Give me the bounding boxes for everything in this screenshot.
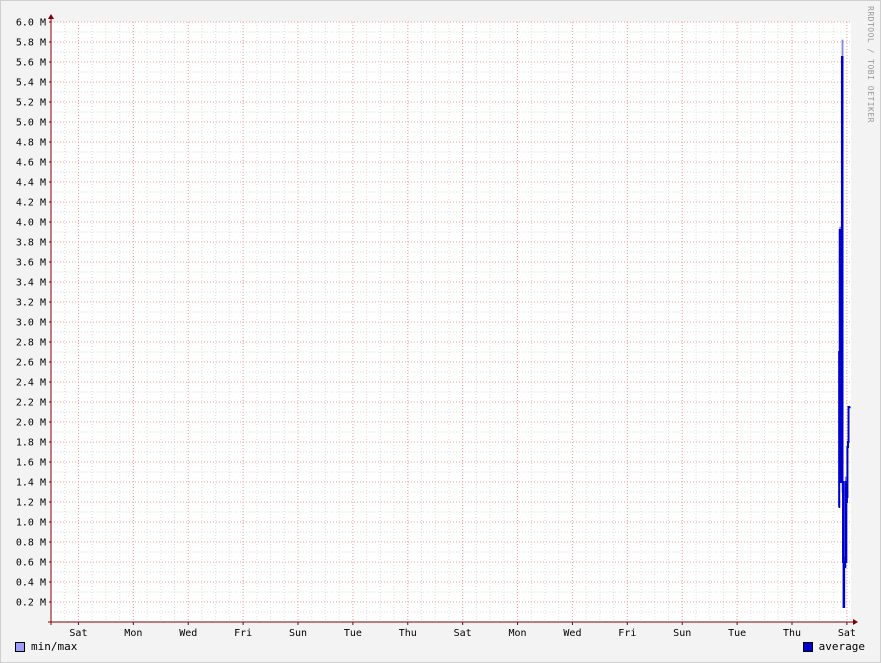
x-tick-label: Sun <box>289 628 307 639</box>
y-tick-label: 1.6 M <box>16 458 46 469</box>
y-tick-label: 5.6 M <box>16 58 46 69</box>
y-tick-label: 0.4 M <box>16 578 46 589</box>
y-tick-label: 3.6 M <box>16 258 46 269</box>
y-tick-label: 3.8 M <box>16 238 46 249</box>
y-tick-label: 4.0 M <box>16 218 46 229</box>
y-tick-label: 3.2 M <box>16 298 46 309</box>
minmax-swatch <box>15 641 25 652</box>
y-tick-label: 0.6 M <box>16 558 46 569</box>
y-tick-label: 4.6 M <box>16 158 46 169</box>
y-tick-label: 5.4 M <box>16 78 46 89</box>
y-tick-label: 1.0 M <box>16 518 46 529</box>
y-tick-label: 3.0 M <box>16 318 46 329</box>
x-tick-label: Thu <box>399 628 417 639</box>
y-tick-label: 5.2 M <box>16 98 46 109</box>
y-tick-label: 1.2 M <box>16 498 46 509</box>
y-tick-label: 2.0 M <box>16 418 46 429</box>
watermark: RRDTOOL / TOBI OETIKER <box>866 6 875 123</box>
average-line <box>838 56 851 608</box>
y-tick-label: 3.4 M <box>16 278 46 289</box>
y-tick-label: 4.8 M <box>16 138 46 149</box>
y-tick-label: 6.0 M <box>16 18 46 29</box>
average-swatch <box>802 641 813 652</box>
x-tick-label: Mon <box>124 628 142 639</box>
x-tick-label: Tue <box>344 628 362 639</box>
x-tick-label: Mon <box>509 628 527 639</box>
grid <box>49 21 851 625</box>
y-tick-label: 4.4 M <box>16 178 46 189</box>
y-tick-label: 5.8 M <box>16 38 46 49</box>
y-tick-label: 2.6 M <box>16 358 46 369</box>
x-tick-label: Wed <box>179 628 197 639</box>
x-axis-arrow <box>853 619 858 625</box>
x-tick-label: Fri <box>234 628 252 639</box>
x-tick-label: Sat <box>69 628 87 639</box>
legend-average-label: average <box>818 640 865 653</box>
y-axis-labels: 0.2 M 0.4 M 0.6 M 0.8 M 1.0 M 1.2 M 1.4 M 1.6 M… <box>16 18 46 609</box>
x-tick-label: Wed <box>563 628 581 639</box>
axes <box>48 14 858 625</box>
x-tick-label: Sun <box>673 628 691 639</box>
x-axis-labels: Sat Mon Wed Fri Sun Tue Thu Sat Mon Wed Fri Sun Tue T… <box>69 628 856 639</box>
x-tick-label: Thu <box>783 628 801 639</box>
x-tick-label: Sat <box>454 628 472 639</box>
y-tick-label: 1.8 M <box>16 438 46 449</box>
x-tick-label: Fri <box>618 628 636 639</box>
x-tick-label: Sat <box>838 628 856 639</box>
y-tick-label: 0.8 M <box>16 538 46 549</box>
y-tick-label: 2.2 M <box>16 398 46 409</box>
legend-minmax: min/max <box>15 640 77 653</box>
y-tick-label: 5.0 M <box>16 118 46 129</box>
y-axis-arrow <box>48 14 54 19</box>
y-tick-label: 2.8 M <box>16 338 46 349</box>
legend-minmax-label: min/max <box>31 640 78 653</box>
y-tick-label: 1.4 M <box>16 478 46 489</box>
y-tick-label: 4.2 M <box>16 198 46 209</box>
x-tick-label: Tue <box>728 628 746 639</box>
y-tick-label: 2.4 M <box>16 378 46 389</box>
legend-average: average <box>802 640 865 653</box>
series-layer <box>838 39 852 608</box>
y-tick-label: 0.2 M <box>16 598 46 609</box>
